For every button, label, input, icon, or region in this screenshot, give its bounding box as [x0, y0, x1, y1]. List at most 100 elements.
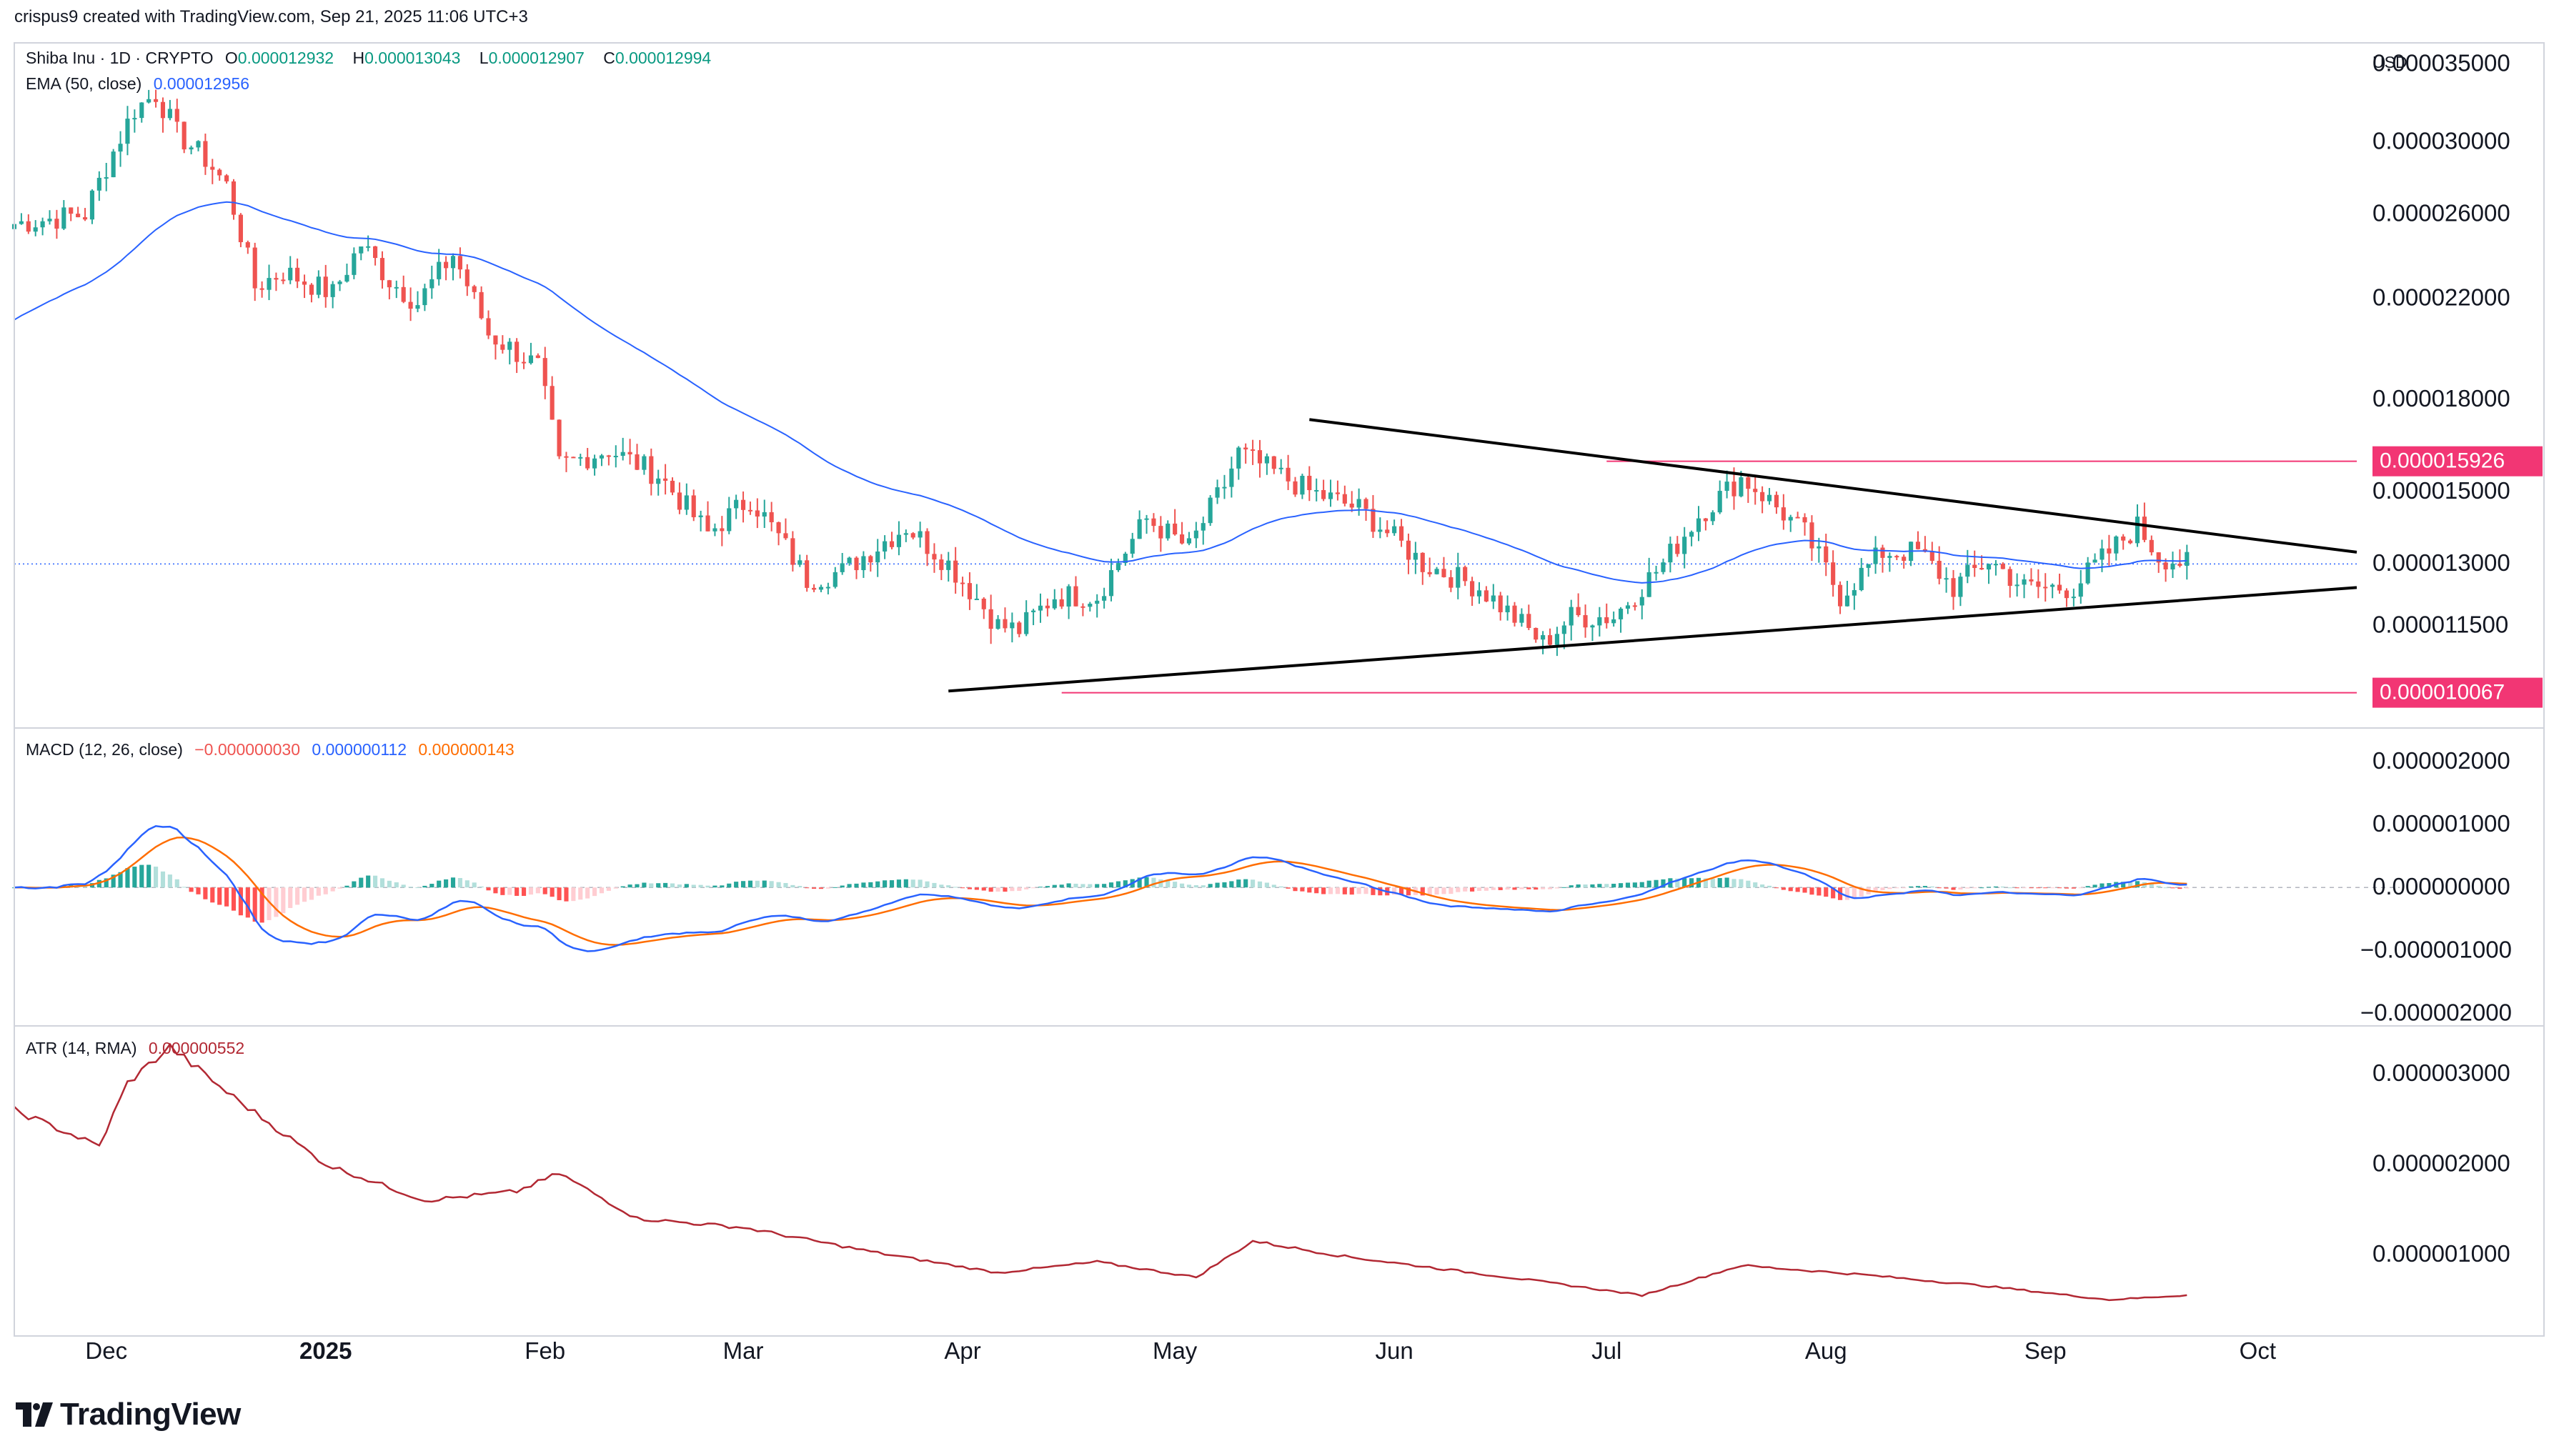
- close-label: C: [603, 49, 615, 67]
- candle-body: [160, 101, 166, 119]
- candle-body: [2135, 517, 2140, 544]
- macd-label[interactable]: MACD (12, 26, close): [26, 740, 183, 759]
- candle-body: [1349, 503, 1354, 508]
- macd-histogram-bar: [1335, 887, 1340, 894]
- macd-histogram-bar: [160, 871, 166, 888]
- macd-histogram-bar: [1307, 887, 1312, 893]
- macd-histogram-bar: [1251, 879, 1256, 888]
- macd-histogram-bar: [1894, 887, 1899, 889]
- macd-histogram-bar: [663, 882, 668, 888]
- candle-body: [1696, 518, 1701, 532]
- macd-histogram-bar: [1102, 884, 1107, 888]
- candle-body: [790, 538, 795, 565]
- candle-body: [1534, 627, 1539, 640]
- candle-body: [372, 246, 378, 259]
- currency-label[interactable]: USD: [2372, 53, 2408, 71]
- candle-body: [500, 344, 505, 350]
- candle-body: [1880, 547, 1885, 558]
- candle-body: [1873, 547, 1878, 564]
- macd-histogram-bar: [1293, 887, 1298, 892]
- candle-body: [366, 246, 371, 248]
- candle-body: [1123, 553, 1128, 564]
- candle-body: [2163, 562, 2168, 570]
- candle-body: [1186, 538, 1192, 544]
- candle-body: [493, 335, 498, 345]
- candle-body: [379, 258, 385, 281]
- tradingview-logo-text: TradingView: [60, 1397, 241, 1432]
- macd-histogram-bar: [1979, 887, 1984, 889]
- macd-histogram-bar: [153, 867, 159, 888]
- macd-signal-line: [14, 836, 2187, 946]
- candle-body: [217, 169, 222, 176]
- atr-label[interactable]: ATR (14, RMA): [26, 1039, 137, 1057]
- candle-body: [2029, 579, 2034, 582]
- macd-histogram-bar: [1420, 887, 1425, 896]
- candle-body: [132, 118, 137, 120]
- candle-body: [1986, 564, 1992, 570]
- candle-body: [1286, 467, 1291, 482]
- candle-body: [1031, 610, 1036, 612]
- candle-body: [854, 557, 859, 571]
- time-axis-label: Feb: [525, 1337, 565, 1364]
- tradingview-logo[interactable]: TradingView: [16, 1397, 241, 1432]
- ema-label[interactable]: EMA (50, close): [26, 74, 142, 93]
- candle-body: [1894, 556, 1899, 558]
- macd-line: [14, 824, 2187, 952]
- candle-body: [1541, 635, 1546, 640]
- candle-body: [274, 278, 279, 280]
- candle-body: [82, 217, 88, 220]
- candle-body: [818, 587, 824, 590]
- macd-histogram-bar: [995, 887, 1000, 892]
- macd-histogram-bar: [592, 887, 597, 897]
- candle-body: [988, 609, 993, 629]
- macd-histogram-bar: [500, 887, 505, 895]
- macd-histogram-bar: [210, 887, 215, 903]
- candle-body: [712, 528, 717, 532]
- macd-histogram-bar: [2170, 887, 2175, 889]
- candle-body: [19, 221, 24, 224]
- macd-histogram-bar: [1760, 884, 1765, 888]
- macd-hist-value: −0.000000030: [194, 740, 300, 759]
- open-label: O: [224, 49, 238, 67]
- macd-histogram-bar: [2014, 887, 2019, 889]
- macd-histogram-bar: [344, 885, 349, 888]
- candle-body: [245, 241, 250, 248]
- candle-body: [1137, 519, 1142, 539]
- macd-histogram-bar: [790, 884, 795, 888]
- macd-histogram-bar: [1852, 887, 1857, 899]
- candle-body: [231, 181, 237, 215]
- candle-body: [479, 291, 484, 319]
- symbol-name[interactable]: Shiba Inu · 1D · CRYPTO: [26, 49, 214, 67]
- candle-body: [1781, 507, 1786, 521]
- candle-body: [1335, 492, 1340, 494]
- candle-body: [1731, 482, 1736, 497]
- candle-body: [210, 166, 215, 170]
- macd-histogram-bar: [444, 879, 449, 888]
- macd-histogram-bar: [1809, 887, 1814, 895]
- candle-body: [267, 278, 272, 290]
- level-price-label: 0.000010067: [2380, 681, 2505, 704]
- candle-body: [1597, 617, 1602, 626]
- macd-histogram-bar: [316, 887, 321, 896]
- macd-histogram-bar: [797, 886, 803, 888]
- macd-histogram-bar: [224, 887, 229, 907]
- macd-histogram-bar: [1717, 878, 1722, 888]
- candle-body: [953, 560, 958, 583]
- candle-body: [1717, 491, 1722, 513]
- macd-histogram-bar: [1972, 887, 1977, 889]
- horizontal-levels: 0.000015926 0.000010067: [14, 446, 2543, 708]
- candle-body: [2170, 564, 2175, 570]
- trendlines: [948, 418, 2357, 693]
- ema-value: 0.000012956: [153, 74, 250, 93]
- candle-body: [585, 457, 590, 469]
- macd-histogram-bar: [1314, 887, 1319, 894]
- macd-histogram-bar: [1456, 887, 1461, 892]
- candle-body: [1944, 578, 1949, 580]
- candle-body: [1809, 522, 1814, 549]
- macd-histogram-bar: [1519, 887, 1524, 889]
- candle-body: [1371, 509, 1376, 532]
- macd-histogram-bar: [472, 882, 477, 888]
- price-axis-label: 0.000026000: [2372, 200, 2510, 226]
- candle-body: [40, 221, 45, 228]
